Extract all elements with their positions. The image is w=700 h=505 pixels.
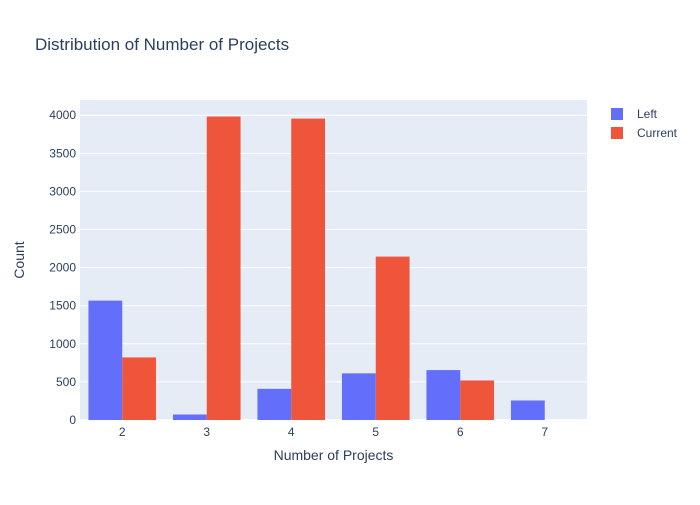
bar-left-7[interactable] [510,400,545,420]
bar-current-6[interactable] [460,380,495,420]
y-tick-label: 2000 [49,261,76,275]
y-tick-label: 2500 [49,223,76,237]
bar-left-5[interactable] [341,373,376,420]
chart-title: Distribution of Number of Projects [35,35,289,54]
bar-left-2[interactable] [88,300,123,420]
bar-current-3[interactable] [206,116,241,421]
y-axis-title: Count [11,241,27,278]
x-tick-label: 5 [372,425,379,439]
x-axis-ticks: 2 3 4 5 6 7 [119,425,549,439]
legend-swatch [611,127,623,139]
legend-label: Current [637,126,678,140]
legend-label: Left [637,107,658,121]
legend-item-left[interactable]: Left [611,107,658,121]
y-tick-label: 0 [69,413,76,427]
bars [88,116,545,421]
y-tick-label: 500 [56,375,76,389]
bar-left-3[interactable] [172,414,207,420]
bar-current-5[interactable] [375,256,410,420]
y-tick-label: 4000 [49,108,76,122]
legend-item-current[interactable]: Current [611,126,678,140]
y-tick-label: 3000 [49,184,76,198]
x-tick-label: 6 [457,425,464,439]
legend[interactable]: Left Current [611,107,678,140]
x-tick-label: 7 [541,425,548,439]
x-tick-label: 3 [203,425,210,439]
bar-left-4[interactable] [257,388,292,420]
y-axis-ticks: 0 500 1000 1500 2000 2500 3000 3500 4000 [49,108,76,427]
y-tick-label: 1500 [49,299,76,313]
bar-current-2[interactable] [122,357,157,420]
x-tick-label: 4 [288,425,295,439]
x-axis-title: Number of Projects [274,447,394,463]
x-tick-label: 2 [119,425,126,439]
bar-left-6[interactable] [426,370,461,420]
gridlines [80,114,587,421]
y-tick-label: 1000 [49,337,76,351]
bar-current-4[interactable] [291,118,326,420]
legend-swatch [611,108,623,120]
y-tick-label: 3500 [49,146,76,160]
